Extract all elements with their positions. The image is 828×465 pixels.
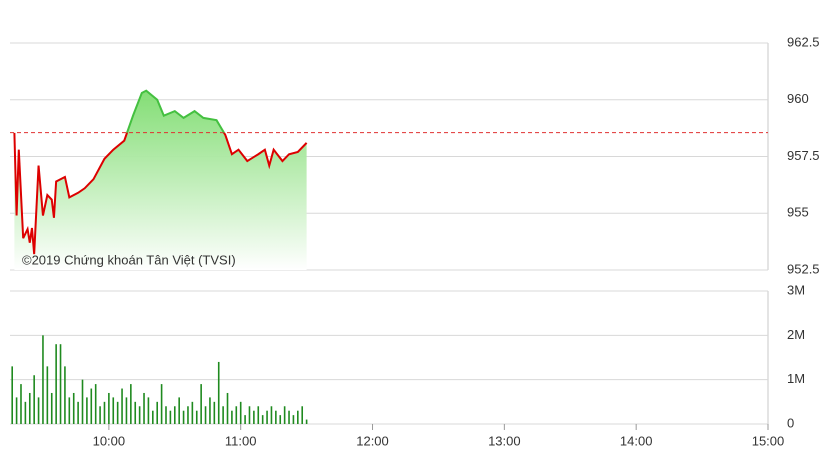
volume-bar: [275, 410, 277, 424]
volume-bar: [116, 401, 119, 424]
volume-bar: [301, 406, 304, 424]
volume-bar: [46, 366, 49, 424]
volume-bar: [173, 406, 176, 424]
volume-bar: [138, 406, 141, 424]
x-tick-label: 15:00: [752, 433, 785, 448]
volume-bar: [182, 410, 185, 424]
volume-bar: [81, 379, 84, 424]
volume-bar: [11, 366, 13, 424]
y-tick-label: 0: [787, 415, 794, 430]
volume-bar: [112, 397, 115, 424]
volume-bar: [160, 384, 163, 424]
volume-bar: [209, 397, 211, 424]
volume-bar: [121, 388, 123, 424]
volume-bar: [257, 406, 260, 424]
volume-bar: [15, 397, 18, 424]
volume-bar: [204, 406, 207, 424]
volume-bar: [37, 397, 40, 424]
volume-bar: [270, 406, 273, 424]
volume-bar: [50, 392, 53, 424]
volume-bar: [59, 344, 62, 424]
volume-bar: [99, 406, 101, 424]
volume-bar: [55, 344, 57, 424]
volume-bar: [77, 401, 79, 424]
volume-bar: [191, 401, 194, 424]
volume-bar: [125, 397, 128, 424]
volume-bar: [86, 397, 88, 424]
volume-bar: [244, 415, 246, 424]
x-tick-label: 10:00: [93, 433, 126, 448]
volume-bar: [239, 401, 242, 424]
y-tick-label: 957.5: [787, 148, 820, 163]
price-line-above: [125, 89, 226, 133]
volume-bar: [231, 410, 233, 424]
x-tick-label: 13:00: [488, 433, 521, 448]
price-line-below: [13, 132, 308, 255]
y-tick-label: 952.5: [787, 261, 820, 276]
volume-bar: [130, 384, 132, 424]
volume-bar: [169, 410, 172, 424]
volume-bar: [279, 415, 282, 424]
volume-bar: [288, 410, 290, 424]
volume-bar: [20, 384, 22, 424]
volume-bar: [108, 392, 110, 424]
volume-bar: [24, 401, 27, 424]
volume-bar: [147, 397, 150, 424]
volume-bar: [103, 401, 106, 424]
volume-bar: [42, 335, 44, 424]
volume-bar: [152, 410, 154, 424]
volume-bar: [222, 406, 224, 424]
volume-bar: [90, 388, 93, 424]
volume-bar: [213, 401, 216, 424]
y-tick-label: 960: [787, 91, 809, 106]
volume-bar: [297, 410, 299, 424]
volume-bar: [248, 406, 251, 424]
volume-bar: [143, 392, 145, 424]
volume-bar: [292, 415, 295, 424]
volume-bar: [253, 410, 255, 424]
volume-bar: [165, 406, 167, 424]
y-tick-label: 962.5: [787, 34, 820, 49]
volume-bar: [305, 419, 308, 424]
volume-bar: [266, 410, 268, 424]
volume-bar: [68, 397, 71, 424]
price-area: [14, 90, 307, 270]
volume-bar: [283, 406, 286, 424]
y-tick-label: 2M: [787, 327, 805, 342]
volume-bar: [226, 392, 229, 424]
volume-bar: [200, 384, 202, 424]
volume-bar: [134, 401, 137, 424]
volume-bar: [64, 366, 66, 424]
volume-bar: [217, 361, 220, 424]
volume-bar: [33, 375, 35, 424]
volume-bar: [235, 406, 238, 424]
x-tick-label: 14:00: [620, 433, 653, 448]
volume-bar: [178, 397, 180, 424]
volume-bar: [187, 406, 189, 424]
volume-bar: [94, 384, 97, 424]
y-tick-label: 3M: [787, 282, 805, 297]
volume-bar: [195, 410, 198, 424]
volume-bar: [28, 392, 31, 424]
annotation: ©2019 Chứng khoán Tân Việt (TVSI): [22, 252, 236, 267]
volume-bar: [72, 392, 75, 424]
y-tick-label: 955: [787, 205, 809, 220]
x-tick-label: 12:00: [356, 433, 389, 448]
volume-bar: [156, 401, 159, 424]
x-tick-label: 11:00: [225, 433, 257, 448]
volume-bar: [261, 415, 264, 424]
y-tick-label: 1M: [787, 371, 805, 386]
